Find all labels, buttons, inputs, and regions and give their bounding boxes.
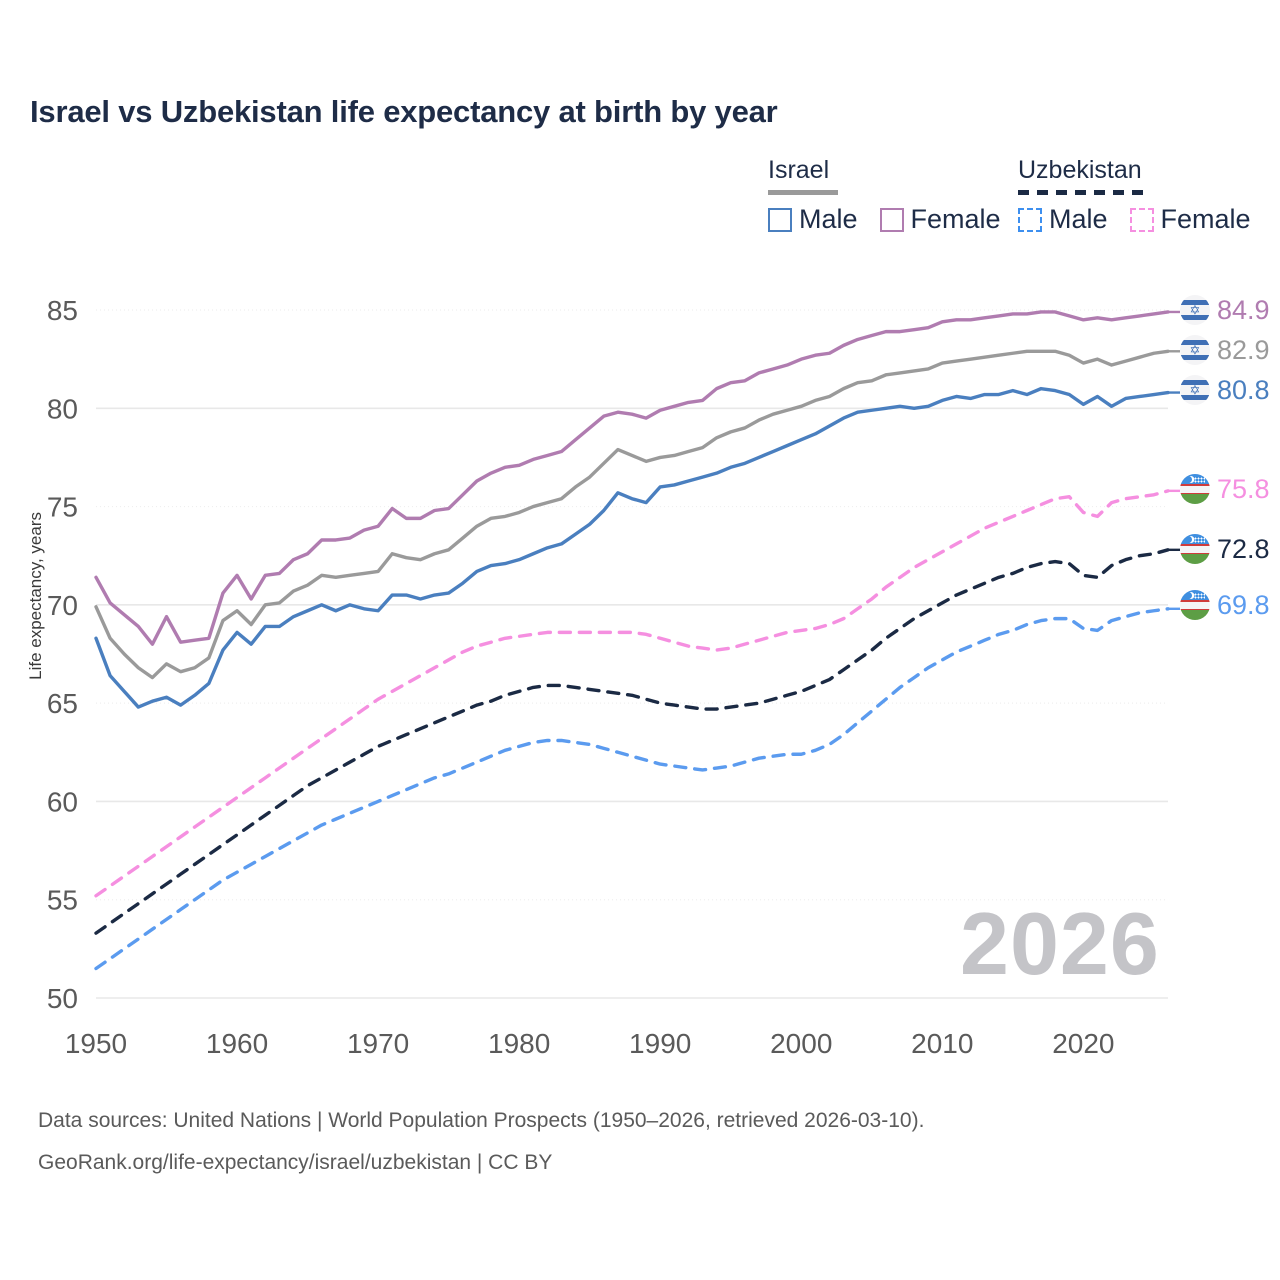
star-of-david-icon: ✡ (1189, 302, 1201, 318)
y-tick-label: 70 (47, 590, 78, 621)
legend-label-israel-female: Female (910, 204, 1001, 234)
end-label-2: ✡ 80.8 (1180, 375, 1270, 405)
legend-swatch-uzbekistan-male (1018, 207, 1042, 232)
x-tick-label: 2020 (1052, 1028, 1114, 1059)
legend-item-uzbekistan-female[interactable]: Female (1129, 204, 1251, 234)
flag-part-moon (1185, 592, 1192, 599)
israel-flag-icon: ✡ (1180, 295, 1210, 325)
y-tick-label: 55 (47, 885, 78, 916)
y-tick-label: 65 (47, 688, 78, 719)
x-tick-label: 1980 (488, 1028, 550, 1059)
end-label-0: ✡ 84.9 (1180, 295, 1270, 325)
legend-country-israel: Israel (768, 156, 830, 184)
star-of-david-icon: ✡ (1189, 342, 1201, 358)
footer-line-2: GeoRank.org/life-expectancy/israel/uzbek… (38, 1151, 553, 1174)
end-label-value: 69.8 (1217, 589, 1270, 620)
end-label-value: 72.8 (1217, 533, 1270, 564)
flag-part-uzb-bot (1180, 554, 1210, 564)
series-line-2 (94, 386, 1170, 709)
flag-part-uzb-l1 (1180, 484, 1210, 486)
flag-part-moon (1185, 536, 1192, 543)
x-tick-label: 2000 (770, 1028, 832, 1059)
x-tick-label: 1950 (65, 1028, 127, 1059)
legend-swatch-uzbekistan-female (1129, 207, 1154, 232)
flag-part-moon (1185, 476, 1192, 483)
uzbekistan-flag-icon (1180, 474, 1210, 504)
flag-part-uzb-bot (1180, 494, 1210, 504)
end-label-4: 72.8 (1180, 534, 1270, 564)
legend-items-israel: Male Female (768, 206, 1001, 233)
y-tick-label: 60 (47, 786, 78, 817)
legend-rule-israel (768, 190, 838, 195)
flag-part-dots (1194, 592, 1205, 599)
flag-part-uzb-l2 (1180, 608, 1210, 610)
star-of-david-icon: ✡ (1189, 382, 1201, 398)
y-tick-label: 80 (47, 393, 78, 424)
uzbekistan-flag-icon (1180, 590, 1210, 620)
flag-part-uzb-l2 (1180, 552, 1210, 554)
legend-item-israel-female[interactable]: Female (879, 204, 1001, 234)
end-label-1: ✡ 82.9 (1180, 335, 1270, 365)
end-label-value: 82.9 (1217, 334, 1270, 365)
legend-country-uzbekistan: Uzbekistan (1018, 156, 1142, 184)
flag-part-dots (1194, 536, 1205, 543)
page-title: Israel vs Uzbekistan life expectancy at … (30, 94, 778, 129)
series-line-4 (94, 548, 1170, 935)
legend-items-uzbekistan: Male Female (1018, 206, 1251, 233)
legend-label-uzbekistan-female: Female (1160, 204, 1251, 234)
x-tick-label: 1970 (347, 1028, 409, 1059)
flag-part-uzb-l1 (1180, 544, 1210, 546)
flag-part-uzb-bot (1180, 610, 1210, 620)
legend-label-israel-male: Male (799, 204, 858, 234)
end-label-value: 80.8 (1217, 374, 1270, 405)
legend-group-israel: Israel Male Female (768, 158, 1001, 233)
flag-part-uzb-l1 (1180, 600, 1210, 602)
legend-item-uzbekistan-male[interactable]: Male (1018, 206, 1108, 233)
y-tick-label: 50 (47, 983, 78, 1014)
legend-swatch-israel-male (768, 207, 792, 232)
end-label-value: 75.8 (1217, 473, 1270, 504)
x-tick-label: 1960 (206, 1028, 268, 1059)
legend-swatch-israel-female (879, 207, 904, 232)
x-tick-label: 2010 (911, 1028, 973, 1059)
israel-flag-icon: ✡ (1180, 375, 1210, 405)
uzbekistan-flag-icon (1180, 534, 1210, 564)
flag-part-dots (1194, 476, 1205, 483)
legend-label-uzbekistan-male: Male (1049, 204, 1108, 234)
end-label-3: 75.8 (1180, 474, 1270, 504)
legend-item-israel-male[interactable]: Male (768, 206, 858, 233)
y-tick-label: 75 (47, 492, 78, 523)
legend-group-uzbekistan: Uzbekistan Male Female (1018, 158, 1251, 233)
y-tick-label: 85 (47, 295, 78, 326)
series-line-3 (94, 489, 1170, 898)
chart-legend: Israel Male Female Uzbekistan Male (760, 158, 1260, 244)
end-label-value: 84.9 (1217, 294, 1270, 325)
legend-rule-uzbekistan (1018, 190, 1146, 195)
flag-part-uzb-l2 (1180, 492, 1210, 494)
israel-flag-icon: ✡ (1180, 335, 1210, 365)
footer-line-1: Data sources: United Nations | World Pop… (38, 1109, 925, 1132)
year-watermark: 2026 (960, 894, 1160, 993)
series-line-0 (94, 310, 1170, 646)
y-axis-label: Life expectancy, years (26, 512, 45, 680)
series-line-1 (94, 349, 1170, 680)
end-label-5: 69.8 (1180, 590, 1270, 620)
x-tick-label: 1990 (629, 1028, 691, 1059)
